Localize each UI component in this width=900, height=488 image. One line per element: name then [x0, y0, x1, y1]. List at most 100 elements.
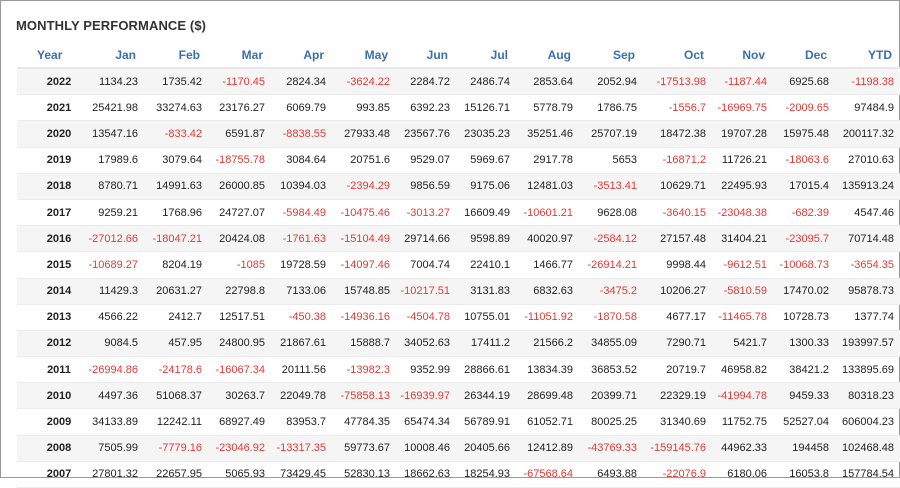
value-cell: -23095.7	[773, 225, 835, 253]
value-cell: 135913.24	[835, 173, 900, 200]
value-cell: 2052.94	[579, 68, 643, 96]
value-cell: 11726.21	[712, 147, 773, 174]
table-row: 2016 -27012.66 -18047.21 20424.08 -1761.63 -1…	[17, 225, 900, 253]
column-header-nov: Nov	[712, 43, 773, 69]
value-cell: 9175.06	[456, 173, 516, 200]
value-cell: 12242.11	[144, 408, 208, 436]
value-cell: 6392.23	[396, 94, 456, 122]
value-cell: 22657.95	[144, 461, 208, 488]
value-cell: -23048.38	[712, 199, 773, 227]
value-cell: -10475.46	[332, 199, 396, 227]
value-cell: 9628.08	[579, 199, 643, 227]
table-row: 2015 -10689.27 8204.19 -1085 19728.59 -14097.…	[17, 251, 900, 279]
value-cell: 20405.66	[456, 435, 516, 462]
value-cell: 15975.48	[773, 120, 835, 148]
value-cell: -3624.22	[332, 68, 396, 96]
year-cell: 2019	[17, 147, 73, 174]
year-cell: 2015	[17, 251, 73, 279]
value-cell: 2486.74	[456, 68, 516, 96]
value-cell: -14097.46	[332, 251, 396, 279]
table-row: 2014 11429.3 20631.27 22798.8 7133.06 15748.8…	[17, 278, 900, 305]
value-cell: -833.42	[144, 120, 208, 148]
value-cell: 83953.7	[271, 408, 332, 436]
table-row: 2013 4566.22 2412.7 12517.51 -450.38 -14936.1…	[17, 304, 900, 331]
value-cell: 14991.63	[144, 173, 208, 200]
value-cell: 27801.32	[73, 461, 144, 488]
value-cell: -16067.34	[208, 356, 271, 384]
value-cell: 10728.73	[773, 304, 835, 331]
value-cell: 97484.9	[835, 94, 900, 122]
column-header-jul: Jul	[456, 43, 516, 69]
value-cell: -4504.78	[396, 304, 456, 331]
value-cell: 27157.48	[643, 225, 712, 253]
value-cell: 2917.78	[516, 147, 579, 174]
year-cell: 2020	[17, 120, 73, 148]
value-cell: 34855.09	[579, 330, 643, 358]
value-cell: 9084.5	[73, 330, 144, 358]
value-cell: 12481.03	[516, 173, 579, 200]
value-cell: 5778.79	[516, 94, 579, 122]
value-cell: 200117.32	[835, 120, 900, 148]
value-cell: 10206.27	[643, 278, 712, 305]
value-cell: 36853.52	[579, 356, 643, 384]
value-cell: 7004.74	[396, 251, 456, 279]
value-cell: 22495.93	[712, 173, 773, 200]
value-cell: 4566.22	[73, 304, 144, 331]
value-cell: 12517.51	[208, 304, 271, 331]
column-header-mar: Mar	[208, 43, 271, 69]
column-header-oct: Oct	[643, 43, 712, 69]
value-cell: 29714.66	[396, 225, 456, 253]
value-cell: 9259.21	[73, 199, 144, 227]
value-cell: -5984.49	[271, 199, 332, 227]
year-cell: 2007	[17, 461, 73, 488]
table-row: 2012 9084.5 457.95 24800.95 21867.61 15888.7 3…	[17, 330, 900, 358]
value-cell: 27010.63	[835, 147, 900, 174]
value-cell: 13834.39	[516, 356, 579, 384]
value-cell: -11465.78	[712, 304, 773, 331]
value-cell: -450.38	[271, 304, 332, 331]
value-cell: -17513.98	[643, 68, 712, 96]
value-cell: -3654.35	[835, 251, 900, 279]
value-cell: -1170.45	[208, 68, 271, 96]
table-body: 2022 1134.23 1735.42 -1170.45 2824.34 -3624.2…	[17, 68, 900, 488]
value-cell: 6493.88	[579, 461, 643, 488]
value-cell: 38421.2	[773, 356, 835, 384]
value-cell: -2009.65	[773, 94, 835, 122]
year-cell: 2009	[17, 408, 73, 436]
table-row: 2009 34133.89 12242.11 68927.49 83953.7 47784…	[17, 408, 900, 436]
value-cell: 9459.33	[773, 382, 835, 410]
value-cell: 65474.34	[396, 408, 456, 436]
value-cell: 21867.61	[271, 330, 332, 358]
column-header-may: May	[332, 43, 396, 69]
value-cell: 133895.69	[835, 356, 900, 384]
value-cell: 20424.08	[208, 225, 271, 253]
value-cell: -10217.51	[396, 278, 456, 305]
value-cell: 23176.27	[208, 94, 271, 122]
value-cell: 13547.16	[73, 120, 144, 148]
value-cell: 102468.48	[835, 435, 900, 462]
value-cell: -18755.78	[208, 147, 271, 174]
value-cell: -9612.51	[712, 251, 773, 279]
value-cell: 19707.28	[712, 120, 773, 148]
value-cell: 80318.23	[835, 382, 900, 410]
value-cell: -3013.27	[396, 199, 456, 227]
value-cell: 993.85	[332, 94, 396, 122]
value-cell: 17989.6	[73, 147, 144, 174]
column-header-year: Year	[17, 43, 73, 69]
value-cell: 18662.63	[396, 461, 456, 488]
value-cell: 3079.64	[144, 147, 208, 174]
value-cell: -1870.58	[579, 304, 643, 331]
value-cell: -3513.41	[579, 173, 643, 200]
value-cell: -13317.35	[271, 435, 332, 462]
value-cell: 194458	[773, 435, 835, 462]
value-cell: -18063.6	[773, 147, 835, 174]
value-cell: 95878.73	[835, 278, 900, 305]
panel-title: MONTHLY PERFORMANCE ($)	[16, 18, 207, 33]
value-cell: 15748.85	[332, 278, 396, 305]
column-header-jun: Jun	[396, 43, 456, 69]
value-cell: 3084.64	[271, 147, 332, 174]
value-cell: 4547.46	[835, 199, 900, 227]
value-cell: 6180.06	[712, 461, 773, 488]
value-cell: 8204.19	[144, 251, 208, 279]
value-cell: -10068.73	[773, 251, 835, 279]
